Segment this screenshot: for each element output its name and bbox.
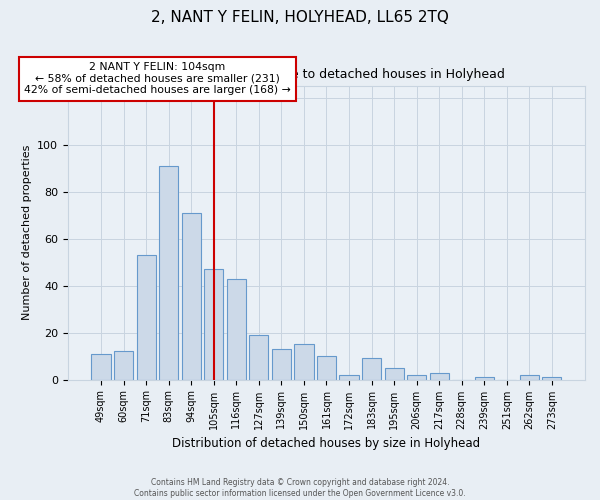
- Text: 2 NANT Y FELIN: 104sqm
← 58% of detached houses are smaller (231)
42% of semi-de: 2 NANT Y FELIN: 104sqm ← 58% of detached…: [24, 62, 291, 96]
- Bar: [520, 375, 539, 380]
- Bar: [317, 356, 336, 380]
- Bar: [542, 377, 562, 380]
- Bar: [295, 344, 314, 380]
- Bar: [249, 335, 268, 380]
- Bar: [362, 358, 381, 380]
- Title: Size of property relative to detached houses in Holyhead: Size of property relative to detached ho…: [148, 68, 505, 80]
- Bar: [159, 166, 178, 380]
- Bar: [182, 213, 201, 380]
- Bar: [114, 352, 133, 380]
- Bar: [430, 372, 449, 380]
- Bar: [385, 368, 404, 380]
- Bar: [227, 278, 246, 380]
- Bar: [407, 375, 426, 380]
- Bar: [272, 349, 291, 380]
- Bar: [340, 375, 359, 380]
- Y-axis label: Number of detached properties: Number of detached properties: [22, 145, 32, 320]
- Bar: [204, 269, 223, 380]
- Bar: [137, 255, 155, 380]
- Text: 2, NANT Y FELIN, HOLYHEAD, LL65 2TQ: 2, NANT Y FELIN, HOLYHEAD, LL65 2TQ: [151, 10, 449, 25]
- Bar: [91, 354, 110, 380]
- Bar: [475, 377, 494, 380]
- Text: Contains HM Land Registry data © Crown copyright and database right 2024.
Contai: Contains HM Land Registry data © Crown c…: [134, 478, 466, 498]
- X-axis label: Distribution of detached houses by size in Holyhead: Distribution of detached houses by size …: [172, 437, 481, 450]
